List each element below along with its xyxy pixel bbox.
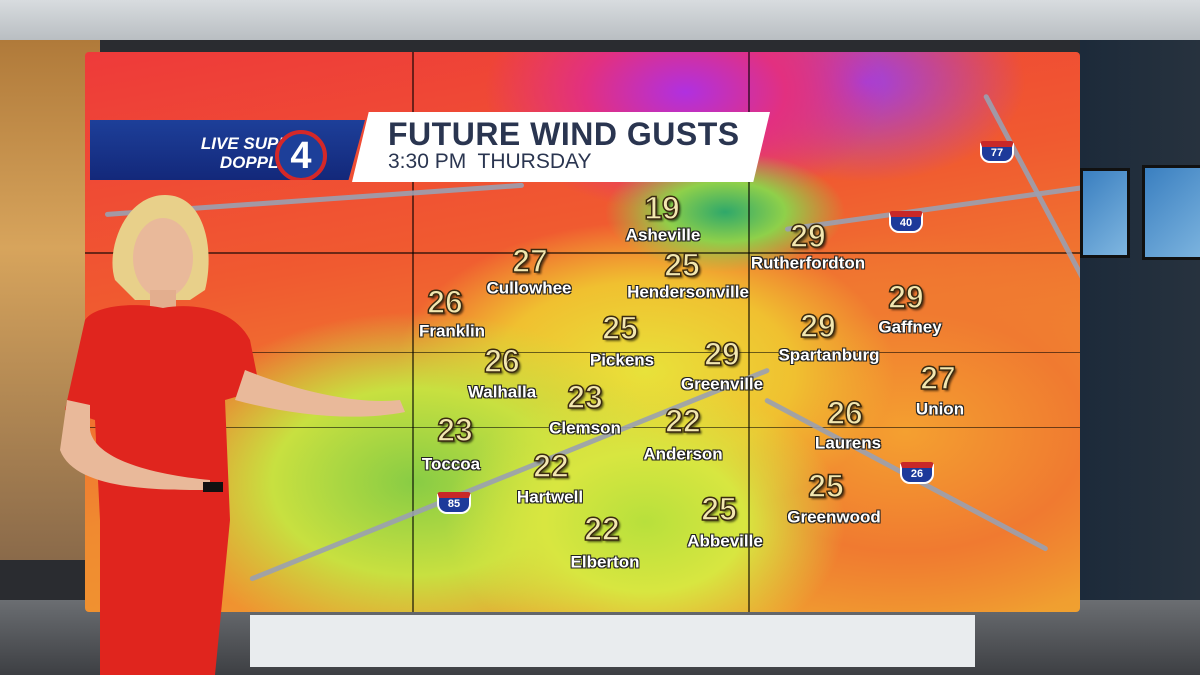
studio-monitor: [1080, 168, 1130, 258]
gust-value: 22: [532, 448, 569, 484]
studio-ceiling: [0, 0, 1200, 40]
city-label: Rutherfordton: [750, 253, 866, 273]
arm: [60, 400, 210, 490]
city-label: Anderson: [643, 444, 723, 464]
gust-value: 26: [426, 284, 463, 320]
city-label: Gaffney: [878, 317, 942, 337]
city-label: Laurens: [814, 433, 882, 453]
city-label: Walhalla: [467, 382, 537, 402]
clicker: [203, 482, 223, 492]
interstate-40-shield: 40: [889, 211, 923, 233]
county-line: [412, 52, 414, 612]
graphic-title: FUTURE WIND GUSTS: [388, 116, 740, 152]
gust-value: 22: [664, 403, 701, 439]
studio-background: [1080, 40, 1200, 600]
gust-value: 23: [436, 412, 473, 448]
title-banner: LIVE SUPER DOPPLER 4 FUTURE WIND GUSTS 3…: [90, 112, 770, 186]
county-line: [85, 427, 1080, 428]
gust-value: 29: [887, 279, 924, 315]
city-label: Spartanburg: [778, 345, 880, 365]
city-label: Greenwood: [787, 507, 881, 527]
gust-value: 19: [643, 190, 680, 226]
interstate-road: [982, 93, 1080, 361]
city-label: Hendersonville: [627, 282, 749, 302]
city-label: Cullowhee: [486, 278, 572, 298]
channel-4-icon: 4: [275, 130, 327, 180]
county-line: [85, 252, 1080, 254]
gust-value: 26: [826, 395, 863, 431]
city-label: Asheville: [625, 225, 701, 245]
arm-pointing: [235, 370, 405, 417]
station-logo: LIVE SUPER DOPPLER 4: [90, 120, 365, 180]
stage-riser: [250, 615, 975, 667]
interstate-85-shield: 85: [437, 492, 471, 514]
gust-value: 25: [601, 310, 638, 346]
interstate-77-shield: 77: [980, 141, 1014, 163]
gust-value: 27: [919, 360, 956, 396]
city-label: Franklin: [418, 321, 486, 341]
city-label: Elberton: [570, 552, 640, 572]
gust-value: 29: [799, 308, 836, 344]
city-label: Hartwell: [516, 487, 584, 507]
city-label: Toccoa: [421, 454, 481, 474]
city-label: Clemson: [549, 418, 621, 438]
gust-value: 27: [511, 243, 548, 279]
gust-value: 26: [483, 343, 520, 379]
gust-value: 25: [807, 468, 844, 504]
gust-value: 29: [789, 218, 826, 254]
gust-value: 22: [583, 511, 620, 547]
studio-monitor: [1142, 165, 1200, 260]
gust-value: 29: [703, 336, 740, 372]
city-label: Union: [915, 399, 965, 419]
forecast-time: 3:30 PM THURSDAY: [388, 150, 592, 173]
face: [133, 218, 193, 298]
city-label: Abbeville: [687, 531, 763, 551]
county-line: [748, 52, 750, 612]
city-label: Greenville: [680, 374, 764, 394]
gust-value: 23: [566, 379, 603, 415]
meteorologist: [60, 195, 405, 675]
interstate-26-shield: 26: [900, 462, 934, 484]
gust-value: 25: [663, 247, 700, 283]
title-box: FUTURE WIND GUSTS 3:30 PM THURSDAY: [352, 112, 770, 182]
city-label: Pickens: [589, 350, 655, 370]
gust-value: 25: [700, 491, 737, 527]
county-line: [85, 352, 1080, 353]
red-dress: [65, 305, 260, 675]
